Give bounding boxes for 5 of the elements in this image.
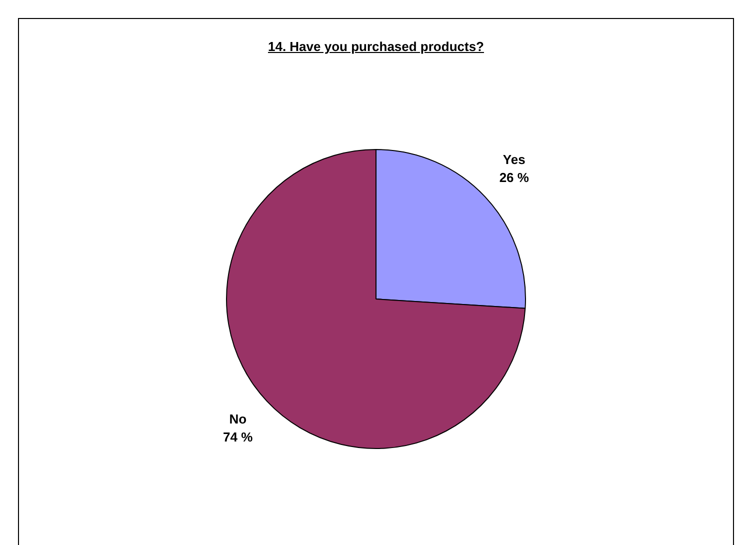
chart-title: 14. Have you purchased products?: [266, 39, 485, 54]
data-label: 74 %: [223, 429, 254, 444]
slice-label: No: [229, 411, 247, 426]
slice-label: Yes: [502, 152, 526, 167]
data-label: 26 %: [499, 170, 530, 185]
